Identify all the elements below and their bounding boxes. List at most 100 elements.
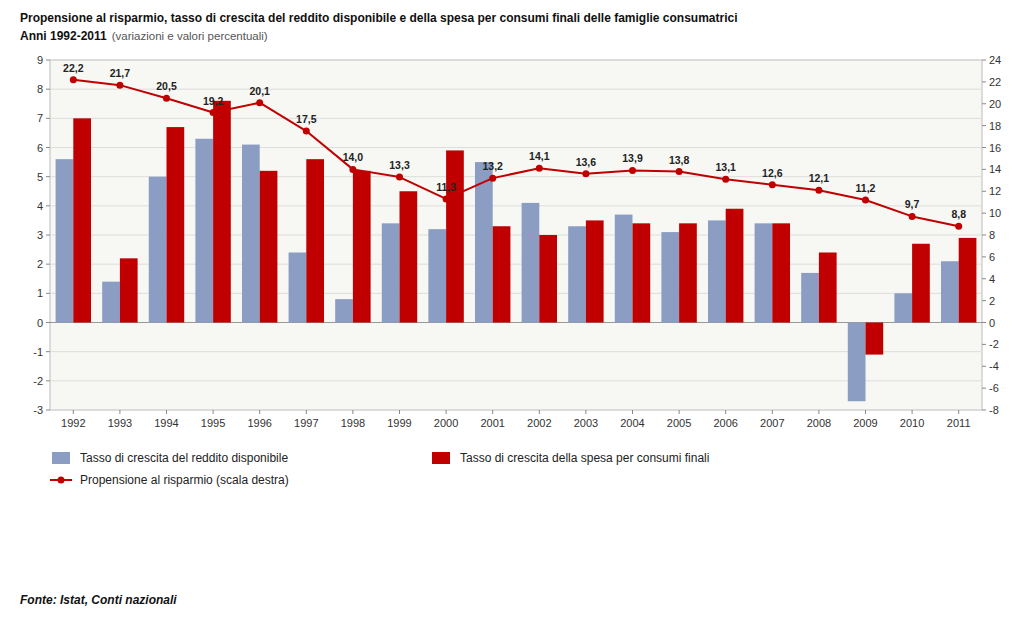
bar [56,159,74,322]
data-label: 13,3 [389,159,410,171]
data-label: 22,2 [63,62,84,74]
tick-mark [982,147,986,148]
marker [582,170,589,177]
tick-mark [46,410,50,411]
grid-line [50,293,982,294]
y2-tick-label: 18 [989,120,1001,132]
x-tick-label: 2006 [713,417,737,429]
x-tick-label: 1997 [294,417,318,429]
data-label: 12,6 [762,167,783,179]
legend-label: Tasso di crescita del reddito disponibil… [80,451,288,465]
data-label: 9,7 [905,198,920,210]
grid-line [50,264,982,265]
y2-tick-label: 10 [989,207,1001,219]
data-label: 8,8 [951,208,966,220]
y2-tick-label: 4 [989,273,995,285]
bar [941,261,959,322]
y2-tick-label: 12 [989,185,1001,197]
tick-mark [306,410,307,414]
x-tick-label: 2005 [667,417,691,429]
bar [335,299,353,322]
grid-line [50,176,982,177]
bar [959,238,977,323]
tick-mark [818,410,819,414]
data-label: 14,0 [343,151,364,163]
bar [726,209,744,323]
x-tick-label: 1998 [341,417,365,429]
x-tick-label: 1999 [387,417,411,429]
marker [396,174,403,181]
tick-mark [399,410,400,414]
x-tick-label: 2007 [760,417,784,429]
grid-line [50,322,982,323]
tick-mark [46,147,50,148]
bar [539,235,557,323]
tick-mark [958,410,959,414]
tick-mark [213,410,214,414]
tick-mark [982,191,986,192]
data-labels: 22,221,720,519,220,117,514,013,311,313,2… [63,62,966,221]
data-label: 13,1 [715,161,736,173]
tick-mark [982,81,986,82]
y2-tick-label: 8 [989,229,995,241]
y-tick-label: 0 [37,317,43,329]
marker [443,195,450,202]
source: Fonte: Istat, Conti nazionali [20,593,177,607]
marker [815,187,822,194]
x-tick-label: 2001 [480,417,504,429]
x-tick-label: 1992 [61,417,85,429]
tick-mark [982,344,986,345]
annotation: (variazioni e valori percentuali) [112,30,268,42]
y2-tick-label: -6 [989,382,999,394]
data-label: 20,5 [156,80,177,92]
bar [382,223,400,322]
x-tick-label: 2004 [620,417,644,429]
marker [210,109,217,116]
tick-mark [585,410,586,414]
marker [769,181,776,188]
bar [586,220,604,322]
tick-mark [982,388,986,389]
x-tick-label: 2003 [574,417,598,429]
tick-mark [352,410,353,414]
tick-mark [46,351,50,352]
tick-mark [46,235,50,236]
tick-mark [982,300,986,301]
y2-tick-label: 16 [989,142,1001,154]
data-label: 13,2 [482,160,503,172]
legend-swatch [58,477,65,484]
grid-line [50,147,982,148]
x-tick-label: 1993 [108,417,132,429]
tick-mark [982,410,986,411]
x-tick-label: 2011 [947,417,971,429]
data-label: 19,2 [203,95,224,107]
tick-mark [46,118,50,119]
bar [633,223,651,322]
y-tick-label: 5 [37,171,43,183]
bar [522,203,540,323]
bar [400,191,418,322]
bar [661,232,679,322]
tick-mark [46,380,50,381]
y-tick-label: 3 [37,229,43,241]
data-label: 17,5 [296,113,317,125]
data-label: 11,2 [856,182,876,194]
y-tick-label: -1 [33,346,43,358]
y-tick-label: 2 [37,258,43,270]
legend-label: Propensione al risparmio (scala destra) [80,473,289,487]
tick-mark [539,410,540,414]
tick-mark [46,322,50,323]
bar [912,244,930,323]
title: Propensione al risparmio, tasso di cresc… [20,11,738,25]
bar [428,229,446,322]
marker [676,168,683,175]
bar [866,323,884,355]
marker [163,95,170,102]
bar [819,253,837,323]
bar [167,127,185,322]
grid-line [50,351,982,352]
bar [801,273,819,323]
tick-mark [46,60,50,61]
bar [708,220,726,322]
bar [475,162,493,322]
